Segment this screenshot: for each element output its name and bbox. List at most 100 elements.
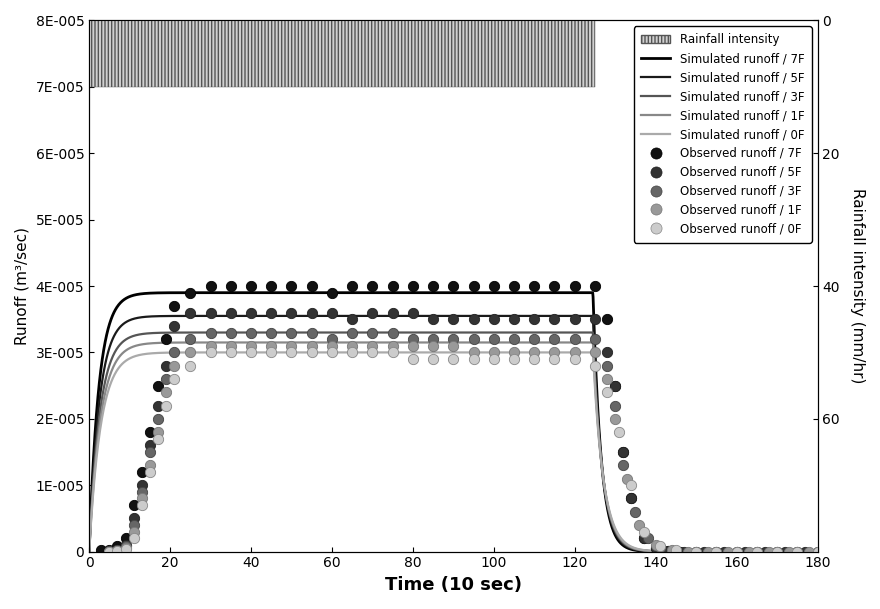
Point bbox=[608, 381, 622, 390]
Point bbox=[325, 334, 339, 344]
Point bbox=[224, 308, 238, 317]
Point bbox=[730, 547, 744, 557]
Point bbox=[527, 348, 541, 357]
X-axis label: Time (10 sec): Time (10 sec) bbox=[385, 576, 522, 594]
Point bbox=[159, 334, 173, 344]
Point bbox=[111, 541, 125, 551]
Point bbox=[770, 547, 784, 557]
Point bbox=[722, 547, 736, 557]
Point bbox=[568, 314, 582, 324]
Point bbox=[119, 533, 133, 543]
Point bbox=[616, 460, 630, 470]
Point bbox=[653, 541, 667, 551]
Point bbox=[624, 481, 638, 490]
Point bbox=[143, 467, 157, 477]
Point bbox=[102, 546, 116, 556]
Point bbox=[143, 428, 157, 437]
Point bbox=[264, 308, 278, 317]
Point bbox=[803, 547, 817, 557]
Point bbox=[150, 414, 165, 424]
Point bbox=[446, 281, 460, 291]
Point bbox=[588, 361, 602, 370]
Point bbox=[612, 428, 627, 437]
Point bbox=[406, 308, 420, 317]
Point bbox=[143, 447, 157, 457]
Point bbox=[244, 281, 258, 291]
Point bbox=[762, 547, 776, 557]
Point bbox=[304, 328, 319, 337]
Point bbox=[568, 281, 582, 291]
Point bbox=[616, 447, 630, 457]
Point bbox=[224, 341, 238, 351]
Point bbox=[426, 314, 440, 324]
Point bbox=[167, 361, 181, 370]
Point bbox=[183, 348, 197, 357]
Point bbox=[689, 547, 703, 557]
Point bbox=[159, 374, 173, 384]
Point bbox=[669, 547, 683, 557]
Point bbox=[135, 467, 149, 477]
Point bbox=[325, 348, 339, 357]
Point bbox=[284, 341, 298, 351]
Point bbox=[600, 314, 614, 324]
Point bbox=[111, 546, 125, 555]
Point bbox=[507, 348, 521, 357]
Point bbox=[750, 547, 764, 557]
Point bbox=[244, 348, 258, 357]
Point bbox=[127, 520, 141, 530]
Point bbox=[527, 334, 541, 344]
Point bbox=[183, 334, 197, 344]
Point bbox=[385, 341, 400, 351]
Point bbox=[600, 361, 614, 370]
Point bbox=[264, 328, 278, 337]
Point bbox=[183, 361, 197, 370]
Point bbox=[790, 547, 804, 557]
Point bbox=[385, 328, 400, 337]
Point bbox=[770, 547, 784, 557]
Point bbox=[742, 547, 756, 557]
Point bbox=[159, 361, 173, 370]
Point bbox=[633, 520, 647, 530]
Point bbox=[649, 543, 663, 553]
Point bbox=[304, 341, 319, 351]
Y-axis label: Runoff (m³/sec): Runoff (m³/sec) bbox=[15, 227, 30, 345]
Point bbox=[150, 428, 165, 437]
Point bbox=[466, 281, 480, 291]
Point bbox=[588, 281, 602, 291]
Point bbox=[600, 348, 614, 357]
Point bbox=[466, 334, 480, 344]
Point bbox=[203, 308, 217, 317]
Point bbox=[203, 348, 217, 357]
Point bbox=[143, 460, 157, 470]
Point bbox=[127, 513, 141, 523]
Point bbox=[527, 314, 541, 324]
Point bbox=[466, 354, 480, 364]
Point bbox=[150, 381, 165, 390]
Point bbox=[406, 281, 420, 291]
Point bbox=[150, 434, 165, 443]
Point bbox=[616, 447, 630, 457]
Point bbox=[798, 547, 812, 557]
Point bbox=[737, 547, 752, 557]
Point bbox=[284, 281, 298, 291]
Point bbox=[608, 414, 622, 424]
Point bbox=[730, 547, 744, 557]
Point bbox=[365, 348, 379, 357]
Point bbox=[636, 527, 650, 537]
Point bbox=[600, 374, 614, 384]
Point bbox=[224, 281, 238, 291]
Point bbox=[487, 348, 501, 357]
Point bbox=[203, 281, 217, 291]
Point bbox=[547, 314, 561, 324]
Point bbox=[284, 308, 298, 317]
Point bbox=[770, 547, 784, 557]
Point bbox=[600, 387, 614, 397]
Point bbox=[244, 328, 258, 337]
Point bbox=[641, 533, 655, 543]
Point bbox=[758, 547, 772, 557]
Point bbox=[143, 440, 157, 450]
Point bbox=[446, 314, 460, 324]
Point bbox=[661, 546, 675, 556]
Point bbox=[620, 474, 634, 484]
Point bbox=[167, 301, 181, 311]
